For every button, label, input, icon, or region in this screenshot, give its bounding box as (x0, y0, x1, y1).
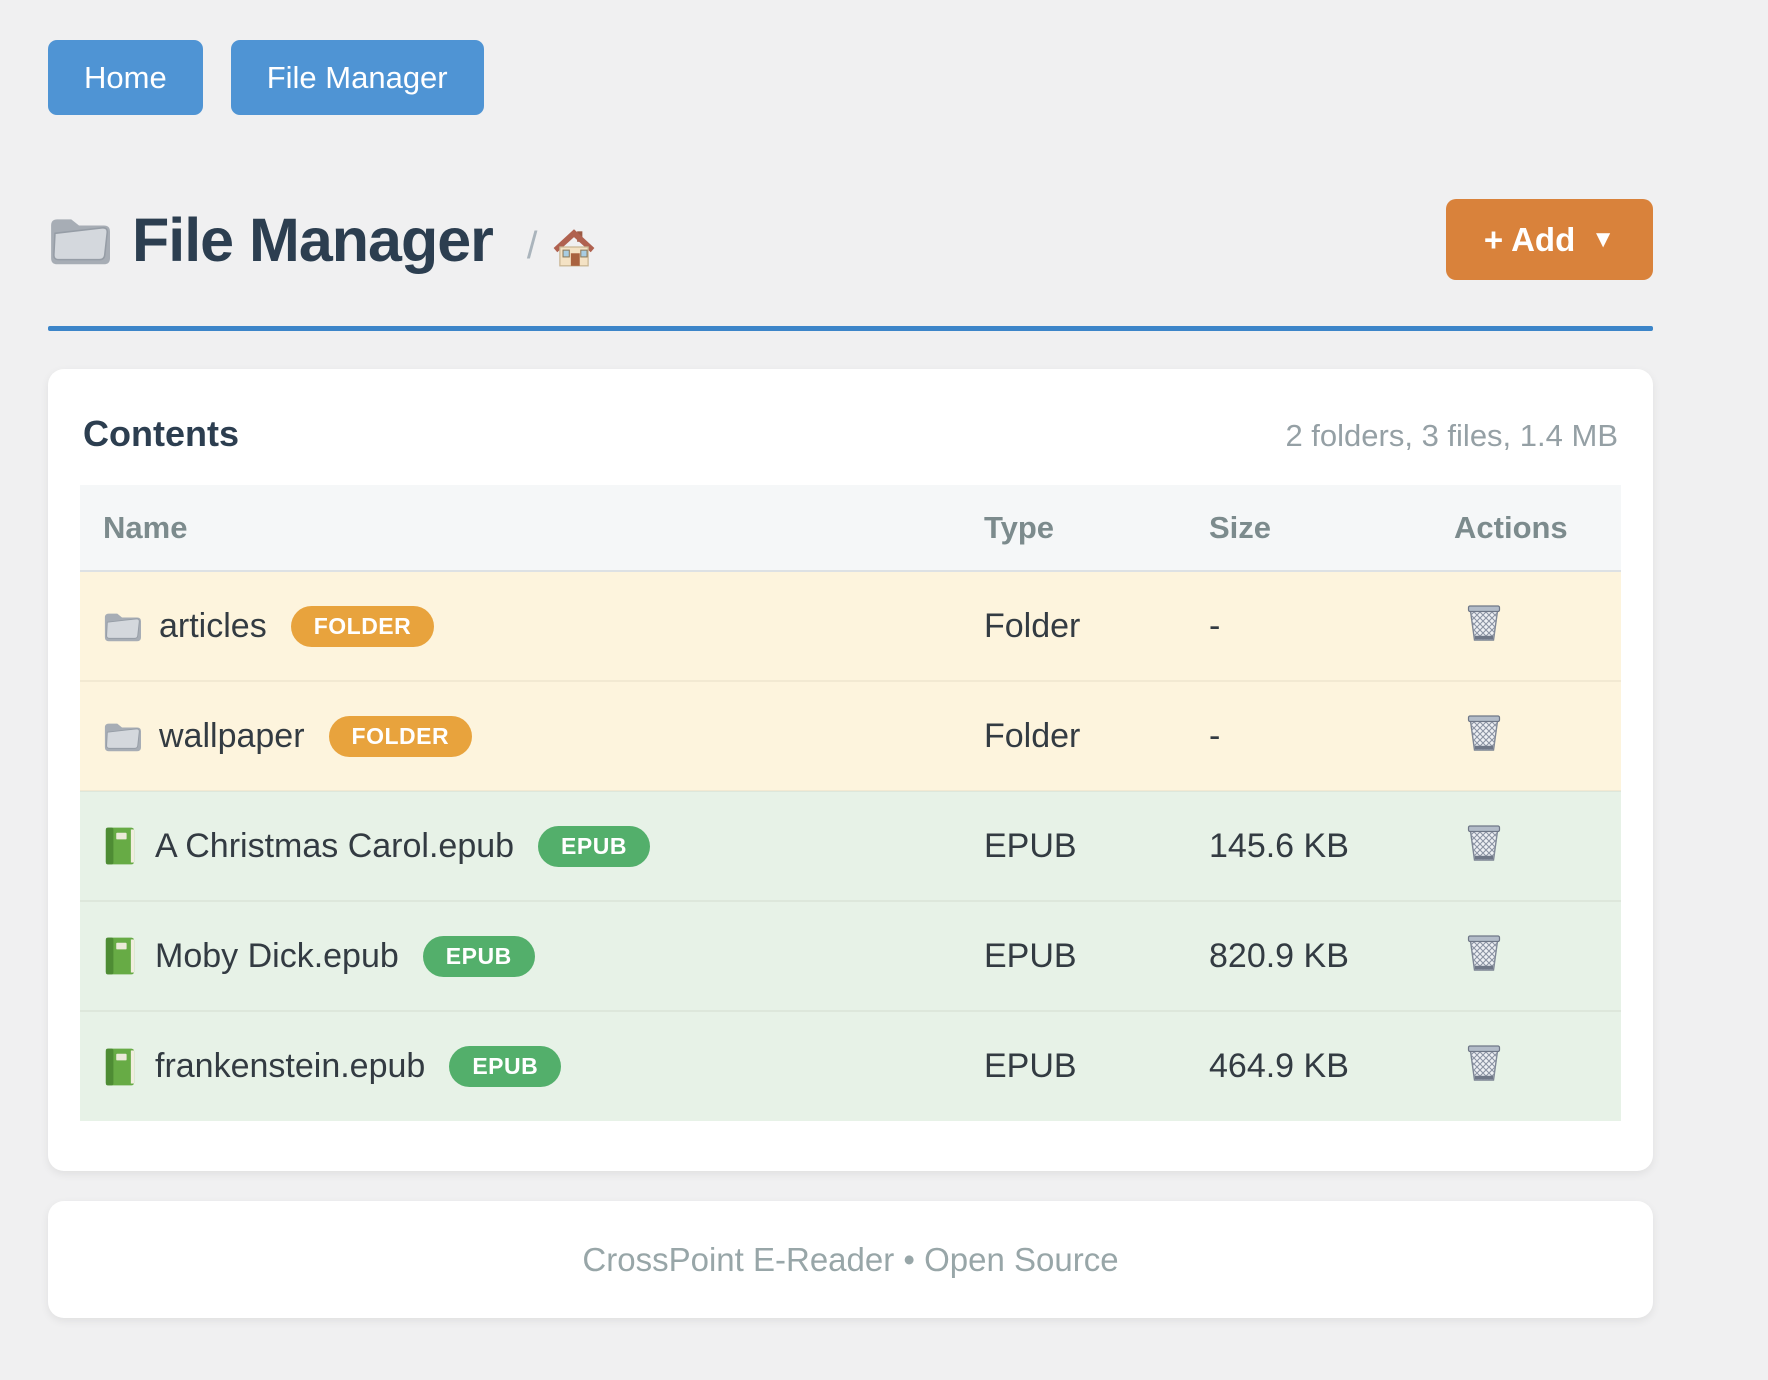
nav-home-button[interactable]: Home (48, 40, 203, 115)
file-name-link[interactable]: A Christmas Carol.epub (155, 826, 515, 865)
contents-table: Name Type Size Actions articles FOLDER (80, 485, 1621, 1121)
book-icon (103, 936, 137, 976)
title-row: File Manager / + Add ▼ (48, 199, 1653, 280)
epub-badge: EPUB (422, 935, 535, 977)
trash-icon (1461, 930, 1507, 974)
delete-button[interactable] (1460, 600, 1508, 646)
size-cell: - (1185, 680, 1430, 791)
breadcrumb-separator: / (526, 225, 538, 267)
contents-card: Contents 2 folders, 3 files, 1.4 MB Name… (48, 369, 1653, 1171)
top-nav: Home File Manager (48, 0, 1653, 115)
caret-down-icon: ▼ (1591, 225, 1615, 253)
footer-text: CrossPoint E-Reader • Open Source (582, 1240, 1119, 1278)
size-cell: 464.9 KB (1185, 1010, 1430, 1121)
type-cell: Folder (984, 606, 1081, 645)
table-row: articles FOLDER Folder - (80, 571, 1621, 681)
folder-icon (103, 719, 141, 753)
page: Home File Manager File Manager / + Add ▼… (48, 0, 1653, 1318)
page-title: File Manager (132, 205, 494, 274)
trash-icon (1461, 710, 1507, 754)
size-cell: - (1209, 606, 1221, 645)
folder-badge: FOLDER (290, 605, 435, 647)
type-cell: EPUB (960, 900, 1185, 1011)
delete-button[interactable] (1460, 930, 1508, 976)
book-icon (103, 826, 137, 866)
column-header-size: Size (1185, 485, 1430, 572)
add-button-label: + Add (1483, 221, 1576, 258)
folder-icon (103, 609, 141, 643)
delete-button[interactable] (1460, 820, 1508, 866)
size-cell: 820.9 KB (1185, 900, 1430, 1011)
contents-summary: 2 folders, 3 files, 1.4 MB (1285, 418, 1618, 453)
column-header-actions: Actions (1430, 485, 1621, 572)
table-row: frankenstein.epub EPUB EPUB 464.9 KB (80, 1010, 1621, 1121)
folder-icon (48, 213, 110, 266)
add-button[interactable]: + Add ▼ (1445, 199, 1653, 280)
table-header-row: Name Type Size Actions (80, 485, 1621, 572)
file-name-link[interactable]: frankenstein.epub (155, 1047, 426, 1085)
delete-button[interactable] (1460, 710, 1508, 756)
contents-title: Contents (83, 413, 239, 454)
table-row: wallpaper FOLDER Folder - (80, 680, 1621, 791)
column-header-name: Name (80, 485, 960, 572)
type-cell: EPUB (960, 790, 1185, 901)
file-name-link[interactable]: articles (159, 606, 267, 645)
footer-card: CrossPoint E-Reader • Open Source (48, 1201, 1653, 1318)
column-header-type: Type (960, 485, 1185, 572)
file-name-link[interactable]: wallpaper (159, 716, 305, 755)
trash-icon (1461, 820, 1507, 864)
type-cell: Folder (960, 680, 1185, 791)
size-cell: 145.6 KB (1185, 790, 1430, 901)
folder-badge: FOLDER (328, 715, 473, 757)
file-name-link[interactable]: Moby Dick.epub (155, 936, 399, 975)
home-breadcrumb-icon[interactable] (551, 226, 597, 268)
type-cell: EPUB (960, 1010, 1185, 1121)
title-divider (48, 326, 1653, 331)
book-icon (103, 1047, 137, 1087)
trash-icon (1461, 600, 1507, 644)
table-row: A Christmas Carol.epub EPUB EPUB 145.6 K… (80, 790, 1621, 901)
epub-badge: EPUB (449, 1046, 562, 1087)
delete-button[interactable] (1460, 1040, 1508, 1086)
table-row: Moby Dick.epub EPUB EPUB 820.9 KB (80, 900, 1621, 1011)
nav-file-manager-button[interactable]: File Manager (230, 40, 484, 115)
trash-icon (1461, 1040, 1507, 1084)
epub-badge: EPUB (538, 825, 650, 867)
